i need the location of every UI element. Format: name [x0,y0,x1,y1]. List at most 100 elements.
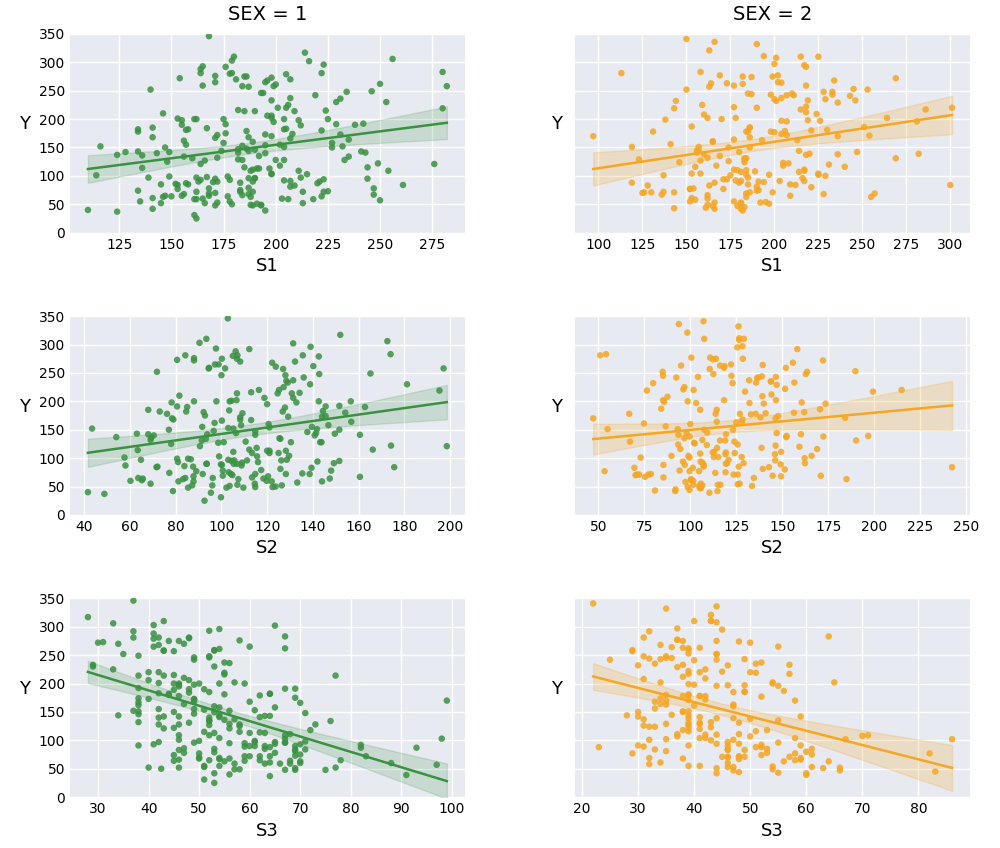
Point [166,754,182,767]
Point [337,153,353,167]
Point [234,80,250,93]
Point [733,202,749,215]
Point [753,748,769,762]
Point [600,422,616,436]
Point [781,667,797,681]
Point [262,769,278,783]
Point [221,704,237,717]
Point [105,616,121,630]
Point [130,707,146,721]
Point [696,460,712,473]
Point [706,450,722,464]
Point [658,650,674,663]
Point [176,460,192,473]
Point [201,30,217,43]
Point [146,632,162,645]
Point [837,160,853,174]
Point [624,644,640,657]
Point [742,186,758,199]
Point [234,188,250,202]
Point [770,69,786,82]
Point [705,353,721,366]
Point [282,73,298,86]
Point [641,720,657,734]
Point [201,728,217,742]
Point [153,197,169,210]
X-axis label: S3: S3 [761,822,784,840]
Point [156,644,172,657]
Point [849,145,865,159]
Point [253,198,269,212]
Point [658,733,674,746]
Point [685,461,701,475]
Point [206,644,222,657]
Point [244,471,260,484]
Point [320,112,336,126]
Point [721,154,737,168]
Point [309,176,325,190]
Point [634,187,650,200]
Point [686,436,702,449]
Point [737,684,753,698]
Point [277,629,293,643]
Point [170,455,186,469]
Point [257,147,273,160]
Point [810,168,826,181]
Point [730,468,746,482]
Point [740,170,756,184]
Point [211,751,227,765]
Point [177,471,193,485]
Point [766,92,782,106]
Point [223,467,239,481]
Point [208,342,224,355]
Point [292,755,308,768]
Point [176,741,192,755]
Point [708,159,724,172]
Point [216,667,232,681]
Point [226,454,242,467]
Point [692,722,708,736]
Point [166,683,182,696]
Point [796,174,812,187]
Point [597,465,613,478]
Point [383,348,399,361]
Point [339,85,355,98]
Point [249,197,265,210]
Point [218,481,234,494]
Point [765,762,781,776]
Point [180,481,196,494]
Point [705,367,721,381]
Point [141,761,157,774]
Point [250,455,266,469]
Point [232,185,248,198]
Point [180,177,196,191]
Point [161,145,177,159]
Point [754,389,770,403]
Point [218,117,234,131]
Point [153,762,169,776]
Point [133,453,149,466]
Point [226,50,242,64]
Point [180,123,196,137]
Point [789,343,805,356]
Point [140,170,156,184]
Point [719,76,735,90]
Point [174,118,190,131]
Point [700,198,716,212]
Point [846,82,862,96]
Point [193,173,209,187]
Point [206,700,222,713]
Point [709,600,725,613]
Point [201,718,217,732]
Point [383,756,399,770]
Point [215,464,231,477]
Point [299,167,315,181]
Point [311,367,327,381]
Point [170,112,186,126]
Point [879,111,895,125]
Point [816,85,832,98]
Point [276,381,292,394]
Point [720,735,736,749]
Point [145,192,161,205]
Point [357,146,373,159]
